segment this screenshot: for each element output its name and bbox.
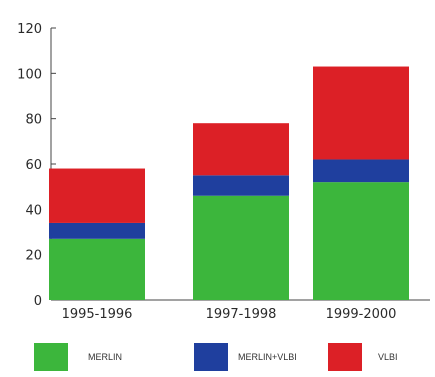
y-tick-label: 80 [25,113,42,128]
y-tick-label: 20 [25,249,42,264]
x-tick-labels: 1995-1996 1997-1998 1999-2000 [62,307,397,322]
bar-merlin-1999-2000 [313,182,409,300]
y-tick-label: 0 [34,294,42,309]
legend: MERLIN MERLIN+VLBI VLBI [34,343,398,371]
bar-merlin-1995-1996 [49,238,145,300]
x-tick-label: 1995-1996 [62,307,133,322]
legend-swatch-merlin-vlbi [194,343,228,371]
y-tick-label: 40 [25,203,42,218]
legend-swatch-vlbi [328,343,362,371]
legend-swatch-merlin [34,343,68,371]
legend-label: VLBI [378,352,398,362]
bar-merlin-vlbi-1997-1998 [193,175,289,196]
x-tick-label: 1999-2000 [326,307,397,322]
bar-merlin-vlbi-1999-2000 [313,159,409,183]
bar-vlbi-1999-2000 [313,66,409,160]
x-tick-label: 1997-1998 [206,307,277,322]
y-ticks: 0 20 40 60 80 100 120 [17,22,56,309]
y-tick-label: 60 [25,158,42,173]
bar-vlbi-1995-1996 [49,168,145,223]
bars [49,66,409,300]
legend-label: MERLIN+VLBI [238,352,297,362]
y-tick-label: 100 [17,67,42,82]
bar-merlin-vlbi-1995-1996 [49,222,145,239]
bar-vlbi-1997-1998 [193,123,289,176]
y-tick-label: 120 [17,22,42,37]
bar-merlin-1997-1998 [193,195,289,300]
legend-label: MERLIN [88,352,122,362]
